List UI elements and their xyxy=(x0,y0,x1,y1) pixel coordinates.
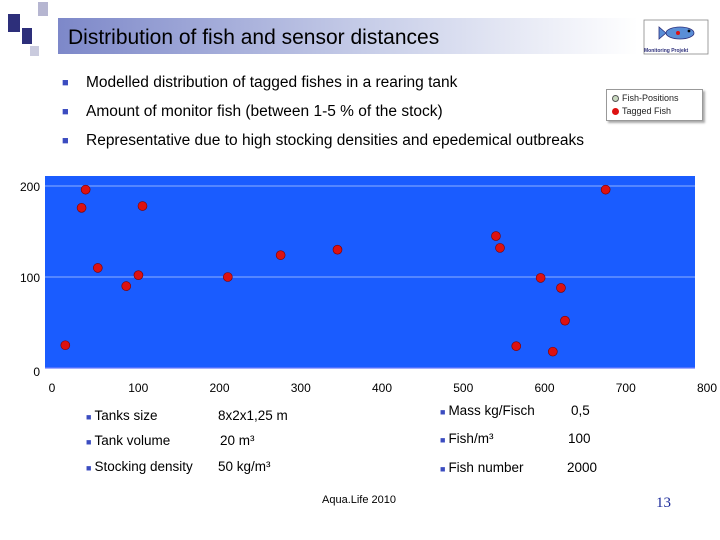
legend-item-tagged-fish: Tagged Fish xyxy=(612,106,671,116)
tagged-fish-point xyxy=(560,315,570,326)
scatter-chart: 0 100 200 300 400 500 600 700 800 0 100 200 xyxy=(20,176,717,395)
slide-title: Distribution of fish and sensor distance… xyxy=(68,26,440,49)
info-value: 100 xyxy=(568,431,591,446)
page-number: 13 xyxy=(656,495,671,511)
x-tick-label: 500 xyxy=(453,381,473,395)
decor-square xyxy=(30,46,39,56)
tagged-fish-point xyxy=(80,184,91,195)
bullet-text: Amount of monitor fish (between 1-5 % of… xyxy=(86,103,443,120)
info-label: Stocking density xyxy=(94,459,193,474)
info-row: ■ Tank volume xyxy=(86,433,170,448)
x-tick-label: 700 xyxy=(616,381,636,395)
tagged-fish-point xyxy=(332,244,343,255)
x-tick-label: 400 xyxy=(372,381,392,395)
x-tick-label: 200 xyxy=(209,381,229,395)
tagged-fish-point xyxy=(133,270,144,280)
bullet-square-icon: ■ xyxy=(86,463,92,473)
x-tick-label: 300 xyxy=(291,381,311,395)
bullet-text: Modelled distribution of tagged fishes i… xyxy=(86,74,458,91)
info-value: 0,5 xyxy=(571,403,590,418)
x-tick-label: 100 xyxy=(128,381,148,395)
legend-label: Tagged Fish xyxy=(622,106,672,116)
tagged-fish-point xyxy=(600,184,611,195)
fish-logo-icon xyxy=(643,19,709,55)
x-tick-label: 600 xyxy=(534,381,554,395)
info-row: ■ Tanks size xyxy=(86,408,157,423)
decor-square xyxy=(8,14,20,32)
chart-legend: Fish-Positions Tagged Fish xyxy=(606,89,703,121)
info-value: 50 kg/m³ xyxy=(218,459,271,474)
bullet-text: Representative due to high stocking dens… xyxy=(86,132,585,149)
tagged-fish-point xyxy=(121,281,132,291)
tagged-fish-point xyxy=(137,201,148,211)
info-label: Mass kg/Fisch xyxy=(448,403,535,418)
info-label: Fish/m³ xyxy=(448,431,494,446)
tagged-fish-point xyxy=(548,346,558,357)
info-row: ■ Mass kg/Fisch xyxy=(440,403,535,418)
tagged-fish-point xyxy=(60,340,71,351)
info-row: ■ Stocking density xyxy=(86,459,193,474)
bullet-square-icon: ■ xyxy=(86,412,92,422)
legend-swatch xyxy=(612,108,619,115)
bullet-square-icon: ■ xyxy=(440,407,446,417)
info-value: 20 m³ xyxy=(220,433,255,448)
tagged-fish-point xyxy=(511,341,522,351)
decor-square xyxy=(38,2,48,16)
info-row: ■ Fish number xyxy=(440,460,523,475)
info-label: Fish number xyxy=(448,460,524,475)
info-label: Tank volume xyxy=(94,433,171,448)
tagged-fish-point xyxy=(495,243,505,253)
info-label: Tanks size xyxy=(94,408,158,423)
x-tick-label: 0 xyxy=(49,381,56,395)
legend-item-fish-positions: Fish-Positions xyxy=(612,93,679,103)
tagged-fish-point xyxy=(535,273,546,283)
info-value: 8x2x1,25 m xyxy=(218,408,288,423)
legend-label: Fish-Positions xyxy=(622,93,679,103)
tagged-fish-point xyxy=(93,263,103,273)
title-bar xyxy=(58,18,638,54)
legend-swatch xyxy=(612,95,619,102)
info-row: ■ Fish/m³ xyxy=(440,431,493,446)
tagged-fish-point xyxy=(223,272,233,282)
info-value: 2000 xyxy=(567,460,598,475)
decor-square xyxy=(22,28,32,44)
tagged-fish-point xyxy=(275,250,286,260)
bullet-square-icon: ■ xyxy=(62,77,69,89)
bullet-square-icon: ■ xyxy=(62,106,69,118)
bullet-square-icon: ■ xyxy=(440,435,446,445)
bullet-square-icon: ■ xyxy=(86,437,92,447)
plot-area xyxy=(45,176,695,368)
tagged-fish-point xyxy=(491,231,501,241)
bullet-square-icon: ■ xyxy=(440,464,446,474)
x-tick-label: 800 xyxy=(697,381,717,395)
y-tick-label: 0 xyxy=(33,365,40,379)
logo-label: Monitoring Projekt xyxy=(644,48,689,54)
y-tick-label: 200 xyxy=(20,180,40,194)
tagged-fish-point xyxy=(76,203,87,213)
y-tick-label: 100 xyxy=(20,271,40,285)
tagged-fish-point xyxy=(556,283,566,293)
footer-text: Aqua.Life 2010 xyxy=(322,494,397,506)
bullet-square-icon: ■ xyxy=(62,135,69,147)
